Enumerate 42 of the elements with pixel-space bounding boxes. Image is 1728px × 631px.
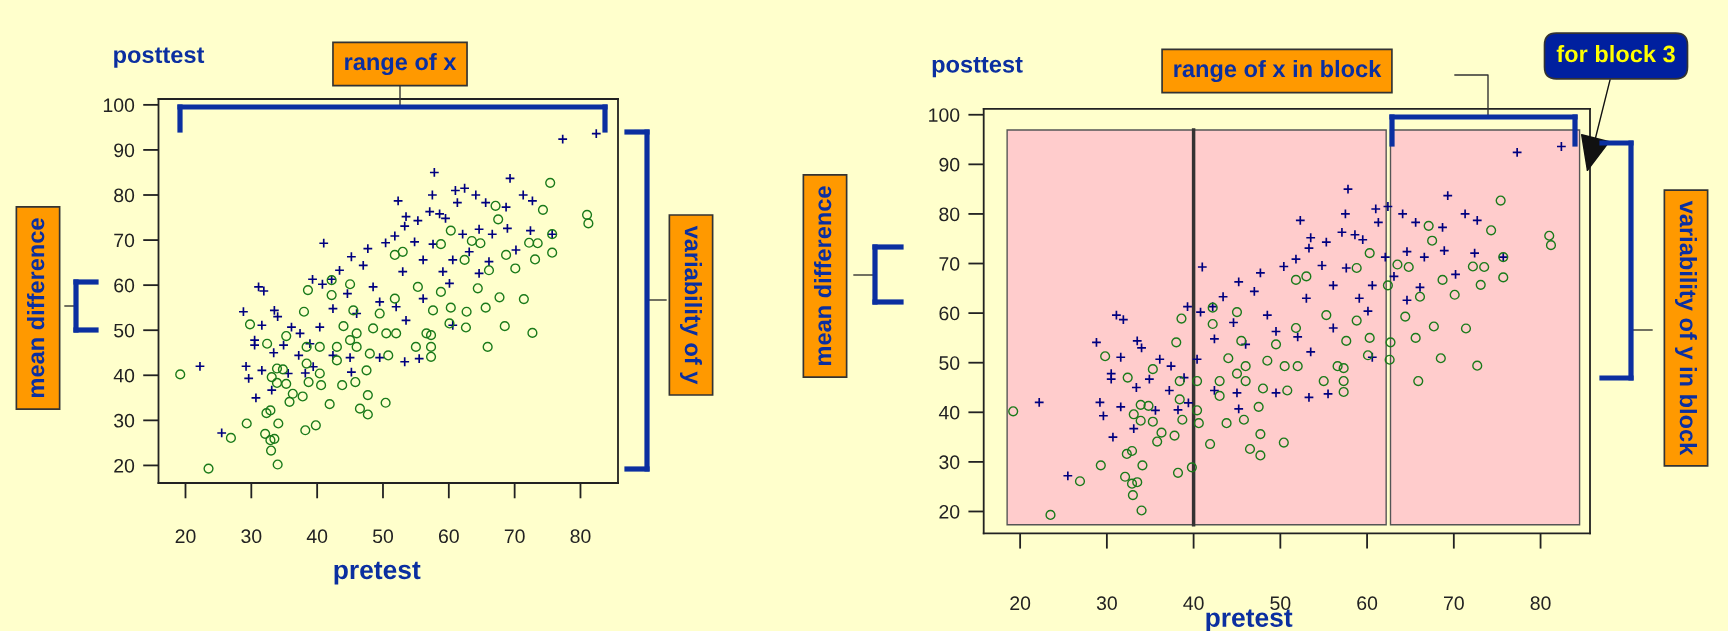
x-axis-title: pretest [334,561,421,585]
text: variability of y in block [1674,200,1698,456]
x-tick-label: 80 [1530,596,1551,611]
x-tick-label: 20 [1010,596,1031,611]
y-tick-label: 70 [114,233,135,248]
y-tick-label: 100 [103,98,135,113]
x-tick-label: 50 [372,529,394,544]
text: range of x [345,52,457,76]
y-tick-label: 20 [114,458,135,473]
y-tick-label: 40 [938,405,960,420]
x-tick-label: 30 [241,529,262,544]
text: variability of y [679,225,703,385]
x-tick-label: 50 [1270,596,1291,611]
text: mean difference [27,218,45,397]
y-tick-label: 60 [939,306,960,321]
x-tick-label: 60 [1357,596,1378,611]
x-tick-label: 20 [175,529,196,544]
y-tick-label: 80 [939,207,960,222]
y-tick-label: 90 [939,157,960,172]
y-axis-title: posttest [114,47,205,68]
y-tick-label: 100 [929,108,960,122]
y-axis-title: posttest [932,57,1023,78]
text: for block 3 [1556,45,1675,63]
x-tick-label: 70 [1444,596,1464,611]
x-tick-label: 40 [1183,596,1204,611]
text: range of x in block [1174,59,1382,83]
y-tick-label: 30 [939,455,960,470]
y-tick-label: 70 [939,256,960,271]
x-tick-label: 60 [438,529,459,544]
x-tick-label: 40 [306,529,328,544]
y-tick-label: 90 [114,143,135,158]
y-tick-label: 60 [114,278,135,293]
x-tick-label: 70 [504,529,525,544]
y-tick-label: 20 [939,504,960,519]
y-tick-label: 40 [113,368,135,383]
x-tick-label: 30 [1096,596,1117,611]
y-tick-label: 30 [114,413,135,428]
y-tick-label: 50 [939,356,960,370]
y-tick-label: 80 [114,188,135,203]
y-tick-label: 50 [114,323,135,338]
x-tick-label: 80 [570,529,591,544]
text: mean difference [813,186,832,365]
